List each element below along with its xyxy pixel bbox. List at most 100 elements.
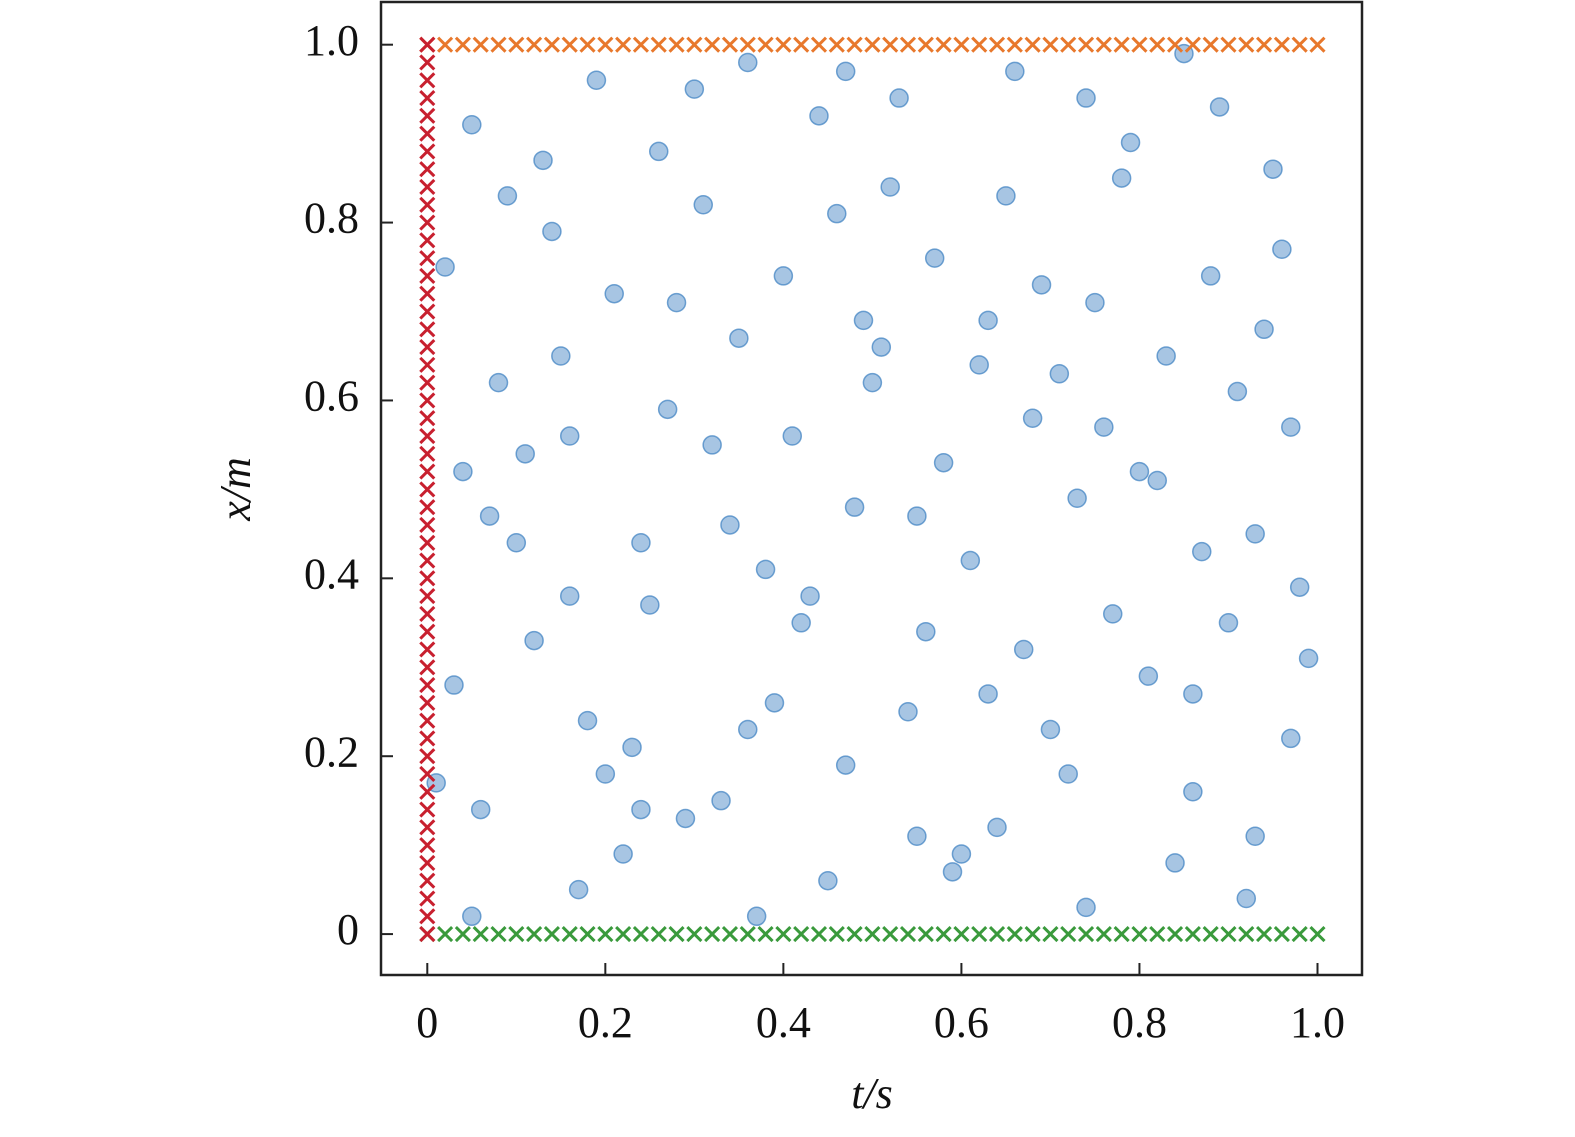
boundary-point bbox=[454, 926, 471, 943]
x-tick-label: 0.4 bbox=[756, 998, 811, 1047]
collocation-point bbox=[1147, 470, 1168, 491]
boundary-point bbox=[419, 623, 436, 640]
boundary-point bbox=[1256, 36, 1273, 53]
boundary-point bbox=[757, 926, 774, 943]
boundary-point bbox=[419, 196, 436, 213]
collocation-point bbox=[773, 266, 794, 286]
boundary-point bbox=[419, 250, 436, 267]
collocation-point bbox=[978, 310, 998, 331]
boundary-point bbox=[899, 926, 917, 943]
collocation-point bbox=[559, 426, 580, 446]
boundary-point bbox=[1149, 36, 1166, 53]
collocation-point bbox=[880, 177, 900, 197]
boundary-point bbox=[419, 712, 436, 729]
boundary-point bbox=[419, 54, 436, 71]
boundary-point bbox=[1042, 926, 1059, 943]
collocation-point bbox=[818, 870, 838, 891]
boundary-point bbox=[454, 36, 471, 53]
boundary-point bbox=[1184, 36, 1201, 53]
boundary-point bbox=[419, 659, 436, 676]
y-tick-label: 0.4 bbox=[304, 549, 359, 598]
collocation-point bbox=[488, 372, 509, 393]
collocation-point bbox=[577, 710, 598, 731]
collocation-point bbox=[1129, 461, 1150, 482]
boundary-point bbox=[419, 143, 436, 160]
collocation-point bbox=[497, 186, 518, 206]
x-tick-label: 0.8 bbox=[1112, 998, 1167, 1047]
boundary-point bbox=[437, 36, 454, 53]
boundary-point bbox=[472, 926, 489, 943]
collocation-point bbox=[960, 550, 981, 571]
collocation-point bbox=[871, 337, 892, 357]
boundary-point bbox=[597, 36, 614, 53]
collocation-point bbox=[1076, 897, 1096, 918]
boundary-point bbox=[579, 36, 596, 53]
collocation-point bbox=[916, 621, 936, 642]
boundary-point bbox=[704, 36, 721, 53]
boundary-point bbox=[419, 410, 436, 427]
boundary-point bbox=[1149, 926, 1166, 943]
boundary-point bbox=[419, 676, 436, 694]
collocation-point bbox=[1272, 239, 1292, 260]
boundary-point bbox=[1095, 36, 1112, 53]
boundary-point bbox=[1202, 926, 1219, 943]
boundary-point bbox=[632, 926, 649, 943]
boundary-point bbox=[793, 926, 810, 943]
boundary-point bbox=[935, 36, 952, 53]
collocation-point bbox=[1209, 97, 1230, 117]
collocation-point bbox=[506, 533, 527, 553]
collocation-point bbox=[515, 444, 535, 464]
boundary-point bbox=[419, 801, 436, 818]
boundary-point bbox=[419, 641, 436, 658]
collocation-point bbox=[800, 586, 820, 606]
boundary-point bbox=[793, 36, 810, 53]
boundary-point bbox=[1077, 926, 1095, 943]
collocation-point bbox=[1094, 417, 1114, 437]
boundary-point bbox=[615, 926, 632, 943]
collocation-point bbox=[1013, 639, 1034, 660]
y-tick-label: 1.0 bbox=[304, 16, 359, 65]
y-axis-label: x/m bbox=[211, 457, 260, 522]
collocation-point bbox=[1227, 381, 1248, 402]
boundary-point bbox=[419, 694, 436, 711]
collocation-point bbox=[1138, 666, 1159, 686]
boundary-point bbox=[668, 36, 685, 53]
collocation-point bbox=[1254, 319, 1274, 340]
collocation-point bbox=[462, 906, 482, 927]
boundary-point bbox=[828, 36, 845, 53]
boundary-point bbox=[1309, 926, 1326, 943]
boundary-point bbox=[543, 926, 560, 943]
collocation-point bbox=[1192, 541, 1212, 562]
collocation-point bbox=[862, 372, 883, 393]
x-tick-label: 0.2 bbox=[578, 998, 633, 1047]
boundary-point bbox=[810, 36, 828, 53]
collocation-point bbox=[586, 70, 607, 91]
boundary-point bbox=[419, 392, 436, 409]
boundary-point bbox=[1024, 926, 1041, 943]
boundary-point bbox=[526, 926, 543, 943]
y-tick-label: 0.6 bbox=[304, 372, 359, 421]
collocation-point bbox=[595, 764, 616, 784]
boundary-point bbox=[419, 285, 436, 302]
boundary-point bbox=[1291, 926, 1308, 943]
collocation-point bbox=[969, 355, 989, 375]
collocation-point bbox=[729, 328, 749, 348]
boundary-point bbox=[490, 926, 507, 943]
boundary-point bbox=[1273, 926, 1290, 943]
boundary-point bbox=[1309, 36, 1326, 53]
boundary-point bbox=[1220, 36, 1237, 53]
collocation-point bbox=[648, 141, 669, 162]
boundary-point bbox=[846, 36, 863, 53]
boundary-point bbox=[1166, 36, 1184, 53]
boundary-point bbox=[739, 36, 756, 53]
collocation-point bbox=[1022, 408, 1043, 428]
boundary-point bbox=[882, 926, 899, 943]
boundary-point bbox=[419, 107, 436, 124]
collocation-point bbox=[1120, 132, 1141, 153]
collocation-point bbox=[542, 221, 562, 242]
collocation-point bbox=[524, 630, 544, 651]
collocation-point bbox=[1031, 275, 1052, 295]
collocation-point bbox=[791, 613, 811, 633]
boundary-point bbox=[1077, 36, 1095, 53]
